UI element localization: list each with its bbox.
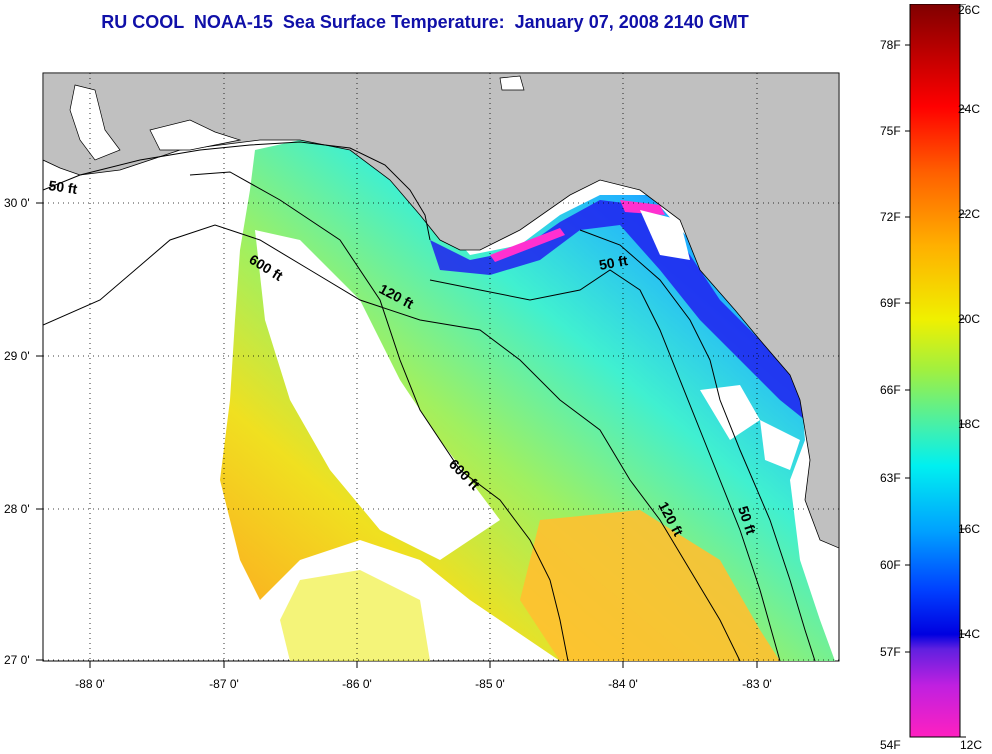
x-tick-label: -86 0'	[342, 677, 372, 691]
contour-50ft-west	[43, 141, 431, 241]
temperature-colorbar: 78F 75F 72F 69F 66F 63F 60F 57F 54F 26C …	[880, 4, 982, 752]
colorbar-c-label: 22C	[958, 207, 980, 221]
colorbar-c-label: 14C	[958, 627, 980, 641]
sst-warm-patch	[520, 510, 780, 661]
bay	[149, 119, 242, 151]
colorbar-f-label: 60F	[880, 558, 901, 572]
colorbar-f-label: 66F	[880, 383, 901, 397]
y-tick-label: 28 0'	[4, 502, 30, 516]
contour-600ft	[189, 171, 569, 661]
colorbar-f-ticks	[905, 44, 910, 653]
map-title: RU COOL NOAA-15 Sea Surface Temperature:…	[101, 12, 749, 32]
cloud-mask	[255, 230, 500, 560]
contour-label: 50 ft	[598, 252, 629, 273]
colorbar-gradient	[909, 4, 961, 738]
x-tick-label: -87 0'	[209, 677, 239, 691]
cloud-mask	[700, 385, 760, 440]
cloud-mask	[640, 210, 690, 260]
grid-lines	[43, 73, 839, 661]
colorbar-c-ticks	[960, 4, 966, 738]
cloud-mask	[760, 420, 800, 470]
sst-magenta-strip	[490, 228, 565, 262]
x-tick-label: -88 0'	[75, 677, 105, 691]
sst-cold-band	[430, 200, 805, 420]
sst-magenta-strip	[620, 200, 665, 215]
colorbar-c-label: 20C	[958, 312, 980, 326]
contour-120ft	[43, 224, 741, 661]
x-tick-label: -84 0'	[608, 677, 638, 691]
bay	[69, 84, 121, 161]
sst-yellow-patch	[280, 570, 430, 661]
axis-ticks	[36, 202, 758, 668]
bay	[499, 75, 525, 91]
y-tick-label: 27 0'	[4, 653, 30, 667]
colorbar-f-label: 54F	[880, 738, 901, 752]
contour-120ft-east	[429, 269, 781, 661]
colorbar-f-label: 78F	[880, 38, 901, 52]
x-tick-label: -83 0'	[742, 677, 772, 691]
y-tick-label: 30 0'	[4, 196, 30, 210]
colorbar-c-label: 16C	[958, 522, 980, 536]
colorbar-f-label: 57F	[880, 645, 901, 659]
colorbar-f-label: 69F	[880, 296, 901, 310]
colorbar-c-label: 24C	[958, 102, 980, 116]
x-tick-label: -85 0'	[475, 677, 505, 691]
colorbar-f-label: 75F	[880, 124, 901, 138]
colorbar-c-label: 12C	[960, 738, 982, 752]
colorbar-c-label: 18C	[958, 417, 980, 431]
contour-50ft-east	[579, 229, 816, 661]
sst-map: 50 ft 600 ft 120 ft 50 ft 600 ft 120 ft …	[4, 72, 840, 691]
colorbar-f-label: 63F	[880, 471, 901, 485]
contour-label: 50 ft	[48, 177, 79, 197]
y-tick-label: 29 0'	[4, 349, 30, 363]
colorbar-c-label: 26C	[958, 4, 980, 17]
colorbar-f-label: 72F	[880, 210, 901, 224]
